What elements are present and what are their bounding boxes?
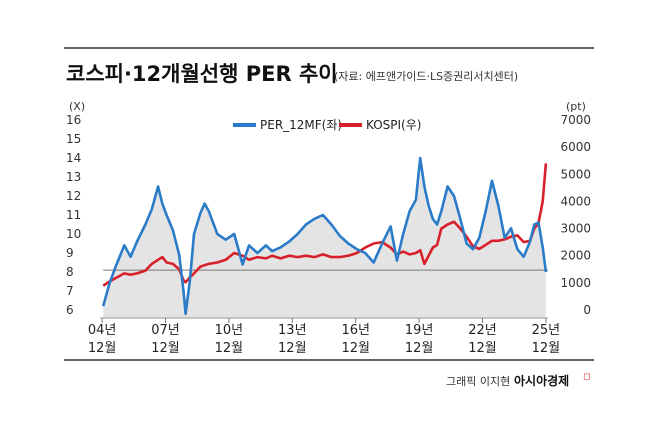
x-tick-month: 12월 [278, 341, 307, 356]
graphic-credit: 그래픽 이지현 [446, 375, 510, 388]
x-tick-month: 12월 [88, 341, 117, 356]
x-tick-month: 12월 [405, 341, 434, 356]
left-tick-label: 6 [66, 303, 74, 317]
x-tick-year: 25년 [532, 323, 561, 338]
legend-label-per: PER_12MF(좌) [260, 118, 342, 132]
x-tick-month: 12월 [341, 341, 370, 356]
x-tick-year: 13년 [278, 323, 307, 338]
left-tick-label: 14 [66, 151, 81, 165]
right-tick-label: 3000 [560, 222, 591, 236]
right-tick-label: 0 [583, 303, 591, 317]
x-tick-year: 16년 [341, 323, 370, 338]
left-tick-label: 7 [66, 284, 74, 298]
left-axis-unit: (X) [69, 100, 85, 113]
brand-mark-icon: ◻ [583, 372, 590, 382]
x-tick-month: 12월 [532, 341, 561, 356]
left-tick-label: 9 [66, 246, 74, 260]
x-tick-month: 12월 [468, 341, 497, 356]
x-tick-year: 10년 [215, 323, 244, 338]
legend-label-kospi: KOSPI(우) [366, 118, 421, 132]
x-tick-year: 04년 [88, 323, 117, 338]
x-axis: 04년 12월 07년 12월 10년 12월 13년 12월 16년 12월 19년 12월 22년 1… [88, 318, 560, 356]
right-tick-label: 4000 [560, 194, 591, 208]
right-tick-label: 6000 [560, 140, 591, 154]
left-tick-label: 16 [66, 113, 81, 127]
x-tick-year: 22년 [468, 323, 497, 338]
per-area-fill [103, 158, 546, 318]
kospi-series-line [102, 163, 548, 287]
right-tick-label: 2000 [560, 249, 591, 263]
right-tick-label: 1000 [560, 276, 591, 290]
x-tick-month: 12월 [151, 341, 180, 356]
left-tick-label: 10 [66, 227, 81, 241]
left-tick-label: 15 [66, 132, 81, 146]
x-tick-month: 12월 [215, 341, 244, 356]
chart-source: (자료: 에프앤가이드·LS증권리서치센터) [334, 70, 518, 83]
brand-logo: 아시아경제 [514, 373, 569, 388]
right-tick-label: 7000 [560, 113, 591, 127]
left-tick-label: 11 [66, 208, 81, 222]
chart-title: 코스피·12개월선행 PER 추이 [66, 62, 338, 86]
left-tick-label: 12 [66, 189, 81, 203]
left-axis: 6 7 8 9 10 11 12 13 14 15 16 [66, 113, 81, 317]
left-tick-label: 13 [66, 170, 81, 184]
right-axis: 0 1000 2000 3000 4000 5000 6000 7000 [560, 113, 591, 317]
right-axis-unit: (pt) [566, 100, 586, 113]
x-tick-year: 07년 [151, 323, 180, 338]
x-tick-year: 19년 [405, 323, 434, 338]
per-series-line [101, 156, 548, 316]
right-tick-label: 5000 [560, 167, 591, 181]
left-tick-label: 8 [66, 265, 74, 279]
legend: PER_12MF(좌) KOSPI(우) [233, 118, 421, 132]
